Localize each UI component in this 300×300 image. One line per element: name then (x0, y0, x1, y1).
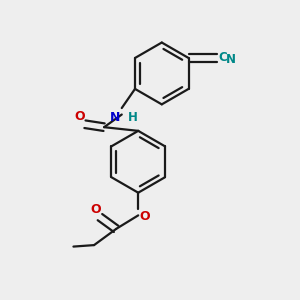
Text: N: N (226, 53, 236, 66)
Text: H: H (128, 111, 138, 124)
Text: O: O (90, 203, 101, 216)
Text: O: O (140, 210, 150, 224)
Text: C: C (218, 52, 227, 64)
Text: N: N (110, 111, 120, 124)
Text: O: O (74, 110, 85, 123)
